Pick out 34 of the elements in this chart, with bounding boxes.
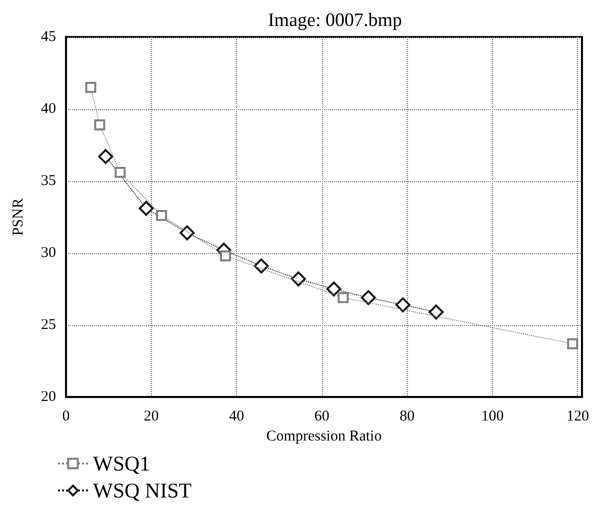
chart-title: Image: 0007.bmp: [268, 10, 402, 31]
point: [254, 258, 269, 274]
y-tick-label: 25: [41, 317, 56, 333]
point: [114, 166, 126, 178]
y-axis-title: PSNR: [10, 198, 26, 236]
x-tick-label: 40: [229, 408, 244, 424]
x-tick-label: 80: [400, 408, 415, 424]
legend-label: WSQ NIST: [93, 478, 192, 502]
point: [98, 149, 114, 164]
x-axis-title: Compression Ratio: [266, 428, 382, 444]
point: [338, 292, 349, 304]
point: [567, 338, 578, 350]
x-tick-label: 120: [566, 408, 589, 424]
y-tick-label: 40: [41, 101, 56, 117]
point: [180, 225, 195, 240]
x-tick-label: 0: [62, 408, 70, 424]
point: [220, 250, 231, 262]
legend-label: WSQ1: [93, 452, 150, 476]
point: [428, 304, 444, 320]
x-tick-label: 100: [481, 408, 504, 424]
point: [360, 290, 376, 306]
point: [326, 282, 342, 296]
y-tick-label: 20: [41, 389, 56, 405]
point: [290, 271, 306, 286]
x-tick-label: 60: [314, 408, 330, 424]
point: [94, 119, 106, 130]
point: [395, 297, 410, 312]
point: [138, 200, 154, 216]
x-tick-label: 20: [144, 408, 159, 424]
point: [156, 210, 168, 222]
y-tick-label: 35: [41, 173, 56, 189]
y-tick-label: 30: [41, 245, 56, 261]
point: [85, 82, 96, 93]
y-tick-label: 45: [41, 29, 56, 45]
